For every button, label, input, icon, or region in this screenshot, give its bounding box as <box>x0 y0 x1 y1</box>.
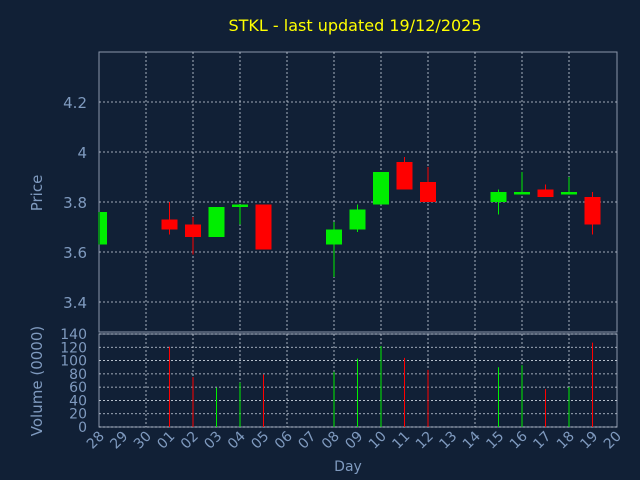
price-y-ticks: 3.4 3.6 3.8 4 4.2 <box>63 94 87 312</box>
x-tick-label: 04 <box>225 428 249 452</box>
price-tick-label: 4.2 <box>63 94 87 112</box>
candle-body <box>161 219 178 230</box>
x-tick-label: 02 <box>178 429 202 453</box>
candle-body <box>208 207 225 237</box>
x-tick-label: 13 <box>436 429 460 453</box>
volume-tick-label: 20 <box>69 407 87 423</box>
x-tick-label: 14 <box>460 428 484 452</box>
x-tick-label: 10 <box>366 429 390 453</box>
candle-body <box>537 189 554 197</box>
x-tick-label: 11 <box>389 429 413 453</box>
x-tick-label: 01 <box>154 429 178 453</box>
candle-body <box>232 204 248 207</box>
candles <box>98 157 601 277</box>
volume-bars <box>169 342 593 427</box>
volume-axis-label: Volume (0000) <box>28 326 46 436</box>
candle-body <box>561 192 577 195</box>
price-axis-label: Price <box>28 175 46 212</box>
candle-body <box>514 192 530 195</box>
volume-tick-label: 40 <box>69 393 87 409</box>
chart-title: STKL - last updated 19/12/2025 <box>228 16 481 35</box>
x-tick-label: 08 <box>319 429 343 453</box>
volume-tick-label: 100 <box>60 354 87 370</box>
candle-body <box>326 229 342 245</box>
x-tick-label: 18 <box>554 429 578 453</box>
volume-tick-label: 120 <box>60 340 87 356</box>
x-tick-label: 09 <box>342 429 366 453</box>
candle-body <box>255 204 272 250</box>
x-tick-label: 12 <box>413 429 437 453</box>
volume-tick-label: 0 <box>78 420 87 436</box>
price-tick-label: 3.4 <box>63 294 87 312</box>
x-tick-label: 16 <box>507 428 531 452</box>
x-axis-ticks: 28 29 30 01 02 03 04 05 06 07 08 09 10 11 12 13 14 15 16 17… <box>84 428 625 452</box>
candle-body <box>490 192 507 202</box>
x-tick-label: 17 <box>530 429 554 453</box>
price-panel: 3.4 3.6 3.8 4 4.2 Price <box>28 51 618 333</box>
volume-tick-label: 60 <box>69 380 87 396</box>
x-tick-label: 28 <box>84 429 108 453</box>
x-tick-label: 05 <box>248 429 272 453</box>
x-tick-label: 07 <box>295 429 319 453</box>
x-tick-label: 20 <box>601 429 625 453</box>
candle-body <box>420 182 436 202</box>
candle-body <box>349 209 366 230</box>
price-tick-label: 4 <box>77 144 87 162</box>
candle-body <box>185 224 201 237</box>
volume-tick-label: 80 <box>69 367 87 383</box>
price-tick-label: 3.8 <box>63 194 87 212</box>
price-plot-border <box>98 51 618 333</box>
x-tick-label: 06 <box>272 428 296 452</box>
x-tick-label: 30 <box>131 429 155 453</box>
volume-tick-label: 140 <box>60 327 87 343</box>
x-tick-label: 19 <box>577 429 601 453</box>
x-tick-label: 29 <box>107 429 131 453</box>
candle-body <box>396 162 413 190</box>
candle-body <box>584 197 601 225</box>
candle-body <box>100 212 107 245</box>
candle-body <box>373 172 389 205</box>
price-tick-label: 3.6 <box>63 244 87 262</box>
x-tick-label: 15 <box>483 429 507 453</box>
x-axis-label: Day <box>334 459 362 475</box>
x-tick-label: 03 <box>201 429 225 453</box>
